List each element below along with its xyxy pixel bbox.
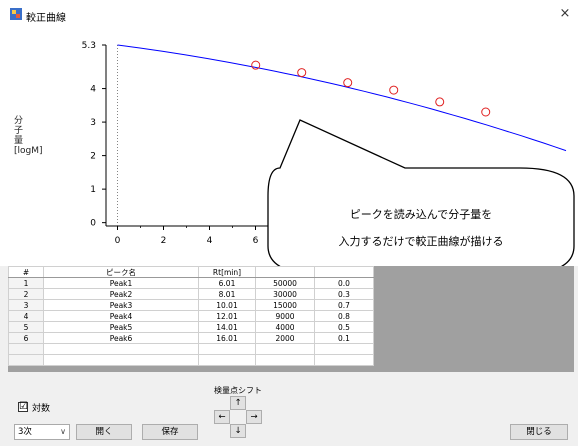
table-cell[interactable]: Peak4 [43, 310, 199, 322]
table-cell[interactable]: Peak3 [43, 299, 199, 311]
x-tick-label: 2 [161, 236, 167, 246]
table-cell[interactable]: 0.3 [314, 288, 374, 300]
y-tick-label: 5.3 [82, 41, 96, 51]
y-tick-label: 3 [90, 118, 96, 128]
callout-line-2: 入力するだけで較正曲線が描ける [338, 235, 504, 248]
peak-table-container: # ピーク名 Rt[min] 1 Peak1 6.01 50000 0.0 2 Peak2 8… [8, 266, 574, 372]
shift-left-button[interactable]: ← [214, 410, 230, 424]
table-cell[interactable]: 0.7 [314, 299, 374, 311]
empty-table-row[interactable] [8, 343, 374, 355]
table-cell[interactable]: Peak6 [43, 332, 199, 344]
table-cell[interactable] [255, 343, 315, 355]
close-window-icon[interactable]: × [559, 6, 571, 21]
log-checkbox[interactable]: ☑ [18, 402, 28, 412]
table-row[interactable]: 3 Peak3 10.01 15000 0.7 [8, 299, 374, 311]
table-cell[interactable]: 12.01 [198, 310, 256, 322]
col-header-mw [255, 266, 315, 278]
data-point [435, 97, 445, 107]
y-axis-label: 分子量[logM] [14, 116, 43, 156]
table-cell[interactable]: 2 [8, 288, 44, 300]
col-header-index: # [8, 266, 44, 278]
data-point [251, 60, 261, 70]
x-tick-label: 6 [253, 236, 259, 246]
table-cell[interactable]: 16.01 [198, 332, 256, 344]
table-cell[interactable]: 8.01 [198, 288, 256, 300]
table-cell[interactable]: Peak5 [43, 321, 199, 333]
table-cell[interactable]: 0.0 [314, 277, 374, 289]
shift-down-button[interactable]: ↓ [230, 424, 246, 438]
table-header-row: # ピーク名 Rt[min] [8, 266, 374, 278]
table-row[interactable]: 6 Peak6 16.01 2000 0.1 [8, 332, 374, 344]
calibration-chart: 5.3 4 3 2 1 0 0 2 4 6 [82, 41, 567, 246]
checkmark-icon: ☑ [19, 401, 28, 412]
table-row[interactable]: 1 Peak1 6.01 50000 0.0 [8, 277, 374, 289]
data-point [481, 107, 491, 117]
table-cell[interactable] [8, 343, 44, 355]
empty-table-row[interactable] [8, 354, 374, 366]
shift-right-button[interactable]: → [246, 410, 262, 424]
table-cell[interactable] [43, 354, 199, 366]
col-header-peak-name: ピーク名 [43, 266, 199, 278]
shift-up-button[interactable]: ↑ [230, 396, 246, 410]
table-cell[interactable]: Peak1 [43, 277, 199, 289]
col-header-error [314, 266, 374, 278]
table-cell[interactable]: 14.01 [198, 321, 256, 333]
table-cell[interactable]: 30000 [255, 288, 315, 300]
table-cell[interactable]: 4000 [255, 321, 315, 333]
table-cell[interactable]: 3 [8, 299, 44, 311]
chevron-down-icon: ∨ [60, 427, 66, 436]
table-cell[interactable] [198, 343, 256, 355]
y-tick-label: 4 [90, 85, 96, 95]
table-cell[interactable]: Peak2 [43, 288, 199, 300]
shift-group-label: 検量点シフト [214, 386, 262, 395]
table-cell[interactable] [314, 343, 374, 355]
data-point [297, 68, 307, 78]
table-cell[interactable] [255, 354, 315, 366]
chart-area: 5.3 4 3 2 1 0 0 2 4 6 分子量[logM] [0, 30, 578, 266]
table-cell[interactable]: 0.1 [314, 332, 374, 344]
table-cell[interactable]: 4 [8, 310, 44, 322]
fit-order-value: 3次 [18, 427, 32, 437]
table-row[interactable]: 4 Peak4 12.01 9000 0.8 [8, 310, 374, 322]
table-cell[interactable]: 0.8 [314, 310, 374, 322]
table-cell[interactable]: 5 [8, 321, 44, 333]
data-point [389, 85, 399, 95]
table-cell[interactable] [198, 354, 256, 366]
table-cell[interactable]: 6 [8, 332, 44, 344]
window-title: 較正曲線 [26, 13, 66, 24]
col-header-rt: Rt[min] [198, 266, 256, 278]
table-cell[interactable]: 2000 [255, 332, 315, 344]
calibration-curve [117, 44, 567, 152]
table-row[interactable]: 5 Peak5 14.01 4000 0.5 [8, 321, 374, 333]
table-cell[interactable]: 6.01 [198, 277, 256, 289]
peak-table[interactable]: # ピーク名 Rt[min] 1 Peak1 6.01 50000 0.0 2 Peak2 8… [8, 266, 374, 366]
fit-order-select[interactable]: 3次 ∨ [14, 424, 70, 440]
y-tick-label: 1 [90, 185, 96, 195]
close-button[interactable]: 閉じる [510, 424, 568, 440]
table-cell[interactable]: 0.5 [314, 321, 374, 333]
y-tick-label: 2 [90, 152, 96, 162]
open-button[interactable]: 開く [76, 424, 132, 440]
table-cell[interactable] [314, 354, 374, 366]
save-button[interactable]: 保存 [142, 424, 198, 440]
table-cell[interactable]: 1 [8, 277, 44, 289]
title-bar: 較正曲線 × [0, 0, 578, 30]
data-point [343, 78, 353, 88]
table-cell[interactable]: 15000 [255, 299, 315, 311]
table-cell[interactable]: 10.01 [198, 299, 256, 311]
callout-line-1: ピークを読み込んで分子量を [349, 208, 493, 221]
table-cell[interactable] [43, 343, 199, 355]
table-cell[interactable]: 9000 [255, 310, 315, 322]
x-tick-label: 4 [207, 236, 213, 246]
table-row[interactable]: 2 Peak2 8.01 30000 0.3 [8, 288, 374, 300]
x-tick-label: 0 [115, 236, 121, 246]
app-icon [10, 8, 22, 20]
table-cell[interactable]: 50000 [255, 277, 315, 289]
log-checkbox-label: 対数 [32, 404, 51, 414]
y-tick-label: 0 [90, 219, 96, 229]
table-cell[interactable] [8, 354, 44, 366]
